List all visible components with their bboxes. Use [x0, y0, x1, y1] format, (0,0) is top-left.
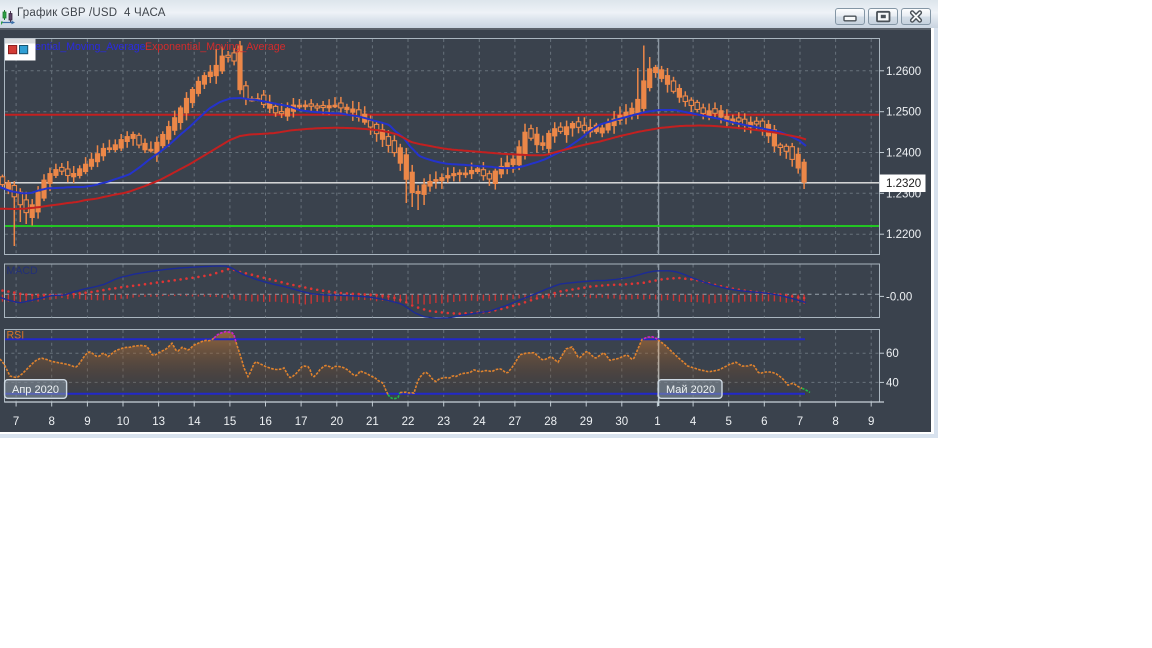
svg-text:5: 5 [725, 416, 731, 428]
svg-text:28: 28 [544, 416, 557, 428]
svg-text:14: 14 [188, 416, 201, 428]
svg-text:8: 8 [48, 416, 54, 428]
svg-text:Exponential_Moving_Average: Exponential_Moving_Average [145, 41, 286, 53]
svg-text:Май 2020: Май 2020 [666, 384, 715, 396]
svg-text:13: 13 [152, 416, 165, 428]
svg-text:17: 17 [295, 416, 308, 428]
svg-text:22: 22 [402, 416, 415, 428]
svg-text:60: 60 [886, 348, 899, 360]
svg-text:ential_Moving_Average: ential_Moving_Average [35, 41, 146, 53]
svg-text:1.2600: 1.2600 [886, 66, 921, 78]
svg-text:27: 27 [509, 416, 522, 428]
svg-text:24: 24 [473, 416, 486, 428]
svg-text:15: 15 [224, 416, 237, 428]
svg-text:1: 1 [654, 416, 660, 428]
svg-text:1.2400: 1.2400 [886, 148, 921, 160]
svg-text:30: 30 [615, 416, 628, 428]
svg-text:RSI: RSI [7, 330, 25, 342]
svg-text:7: 7 [13, 416, 19, 428]
svg-text:-0.00: -0.00 [886, 291, 912, 303]
svg-text:20: 20 [330, 416, 343, 428]
svg-text:7: 7 [797, 416, 803, 428]
svg-text:Апр 2020: Апр 2020 [12, 384, 59, 396]
svg-text:6: 6 [761, 416, 767, 428]
svg-text:29: 29 [580, 416, 593, 428]
svg-text:23: 23 [437, 416, 450, 428]
svg-text:16: 16 [259, 416, 272, 428]
svg-text:4: 4 [690, 416, 697, 428]
svg-text:21: 21 [366, 416, 379, 428]
svg-text:10: 10 [117, 416, 130, 428]
svg-text:MACD: MACD [7, 265, 39, 277]
svg-text:40: 40 [886, 377, 899, 389]
svg-text:9: 9 [868, 416, 874, 428]
svg-text:1.2500: 1.2500 [886, 107, 921, 119]
svg-text:9: 9 [84, 416, 90, 428]
svg-text:1.2320: 1.2320 [886, 178, 921, 190]
svg-text:1.2200: 1.2200 [886, 229, 921, 241]
svg-text:8: 8 [832, 416, 838, 428]
